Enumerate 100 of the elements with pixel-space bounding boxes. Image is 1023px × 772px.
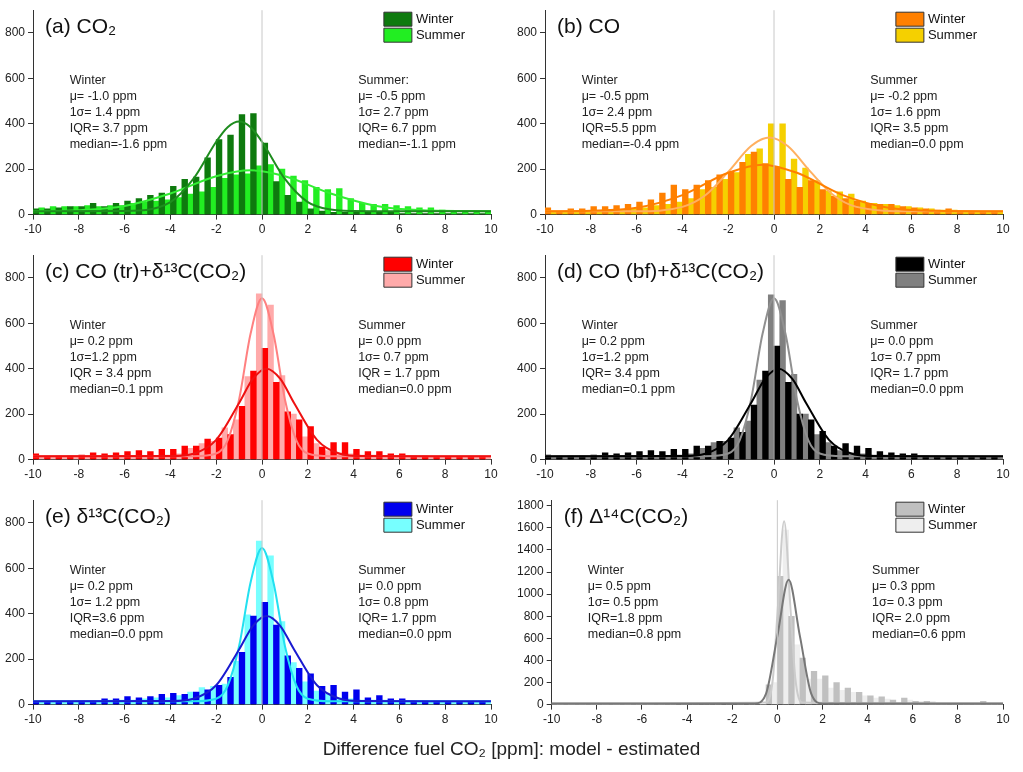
annotation: Winter μ= 0.2 ppm 1σ= 1.2 ppm IQR=3.6 ppm median=0.0 ppm bbox=[69, 561, 164, 642]
x-tick-label: 8 bbox=[441, 467, 449, 482]
x-tick-label: -4 bbox=[677, 467, 689, 482]
y-tick-label: 0 bbox=[18, 451, 26, 466]
x-tick-label: 8 bbox=[441, 712, 449, 727]
annotation: Summer μ= 0.0 ppm 1σ= 0.7 ppm IQR= 1.7 ppm median=0.0 ppm bbox=[870, 316, 964, 397]
annotation: Winter μ= 0.2 ppm 1σ=1.2 ppm IQR = 3.4 ppm median=0.1 ppm bbox=[69, 316, 164, 397]
x-tick-label: 8 bbox=[953, 467, 961, 482]
x-tick-label: 6 bbox=[908, 467, 916, 482]
y-tick-label: 0 bbox=[18, 206, 26, 221]
legend-label: Summer bbox=[415, 271, 466, 287]
y-tick-label: 400 bbox=[523, 652, 545, 667]
y-tick-label: 800 bbox=[516, 270, 538, 285]
y-tick-label: 600 bbox=[4, 315, 26, 330]
annotation: Winter μ= 0.5 ppm 1σ= 0.5 ppm IQR=1.8 ppm median=0.8 ppm bbox=[587, 561, 682, 642]
x-tick-label: -6 bbox=[631, 467, 643, 482]
x-tick-label: 0 bbox=[258, 222, 266, 237]
annotation: Summer μ= -0.2 ppm 1σ= 1.6 ppm IQR= 3.5 ppm median=0.0 ppm bbox=[870, 71, 964, 152]
x-tick-label: -10 bbox=[24, 467, 43, 482]
x-tick-label: -8 bbox=[73, 712, 85, 727]
x-tick-label: 4 bbox=[862, 467, 870, 482]
y-tick-label: 1800 bbox=[516, 498, 545, 513]
annotation: Winter μ= -1.0 ppm 1σ= 1.4 ppm IQR= 3.7 ppm median=-1.6 ppm bbox=[69, 71, 168, 152]
x-tick-label: -2 bbox=[726, 712, 738, 727]
x-tick-label: 4 bbox=[864, 712, 872, 727]
y-tick-label: 800 bbox=[523, 608, 545, 623]
x-tick-label: 10 bbox=[996, 222, 1010, 237]
legend-label: Winter bbox=[415, 255, 455, 271]
y-tick-label: 800 bbox=[4, 25, 26, 40]
y-tick-label: 0 bbox=[530, 206, 538, 221]
legend-label: Summer bbox=[415, 516, 466, 532]
chart-title: (d) CO (bf)+δ¹³C(CO₂) bbox=[557, 259, 765, 284]
x-tick-label: -8 bbox=[73, 467, 85, 482]
y-tick-label: 200 bbox=[4, 651, 26, 666]
x-tick-label: 2 bbox=[304, 712, 312, 727]
x-tick-label: 8 bbox=[954, 712, 962, 727]
annotation: Summer μ= 0.0 ppm 1σ= 0.8 ppm IQR= 1.7 ppm median=0.0 ppm bbox=[358, 561, 452, 642]
y-tick-label: 600 bbox=[4, 560, 26, 575]
y-tick-label: 400 bbox=[516, 116, 538, 131]
x-tick-label: -2 bbox=[722, 467, 734, 482]
x-tick-label: 4 bbox=[862, 222, 870, 237]
x-tick-label: -8 bbox=[73, 222, 85, 237]
annotation: Winter μ= -0.5 ppm 1σ= 2.4 ppm IQR=5.5 ppm median=-0.4 ppm bbox=[581, 71, 680, 152]
x-tick-label: 4 bbox=[350, 222, 358, 237]
y-tick-label: 400 bbox=[4, 361, 26, 376]
legend-label: Summer bbox=[927, 271, 978, 287]
x-tick-label: 10 bbox=[996, 712, 1010, 727]
x-tick-label: 4 bbox=[350, 467, 358, 482]
x-tick-label: -2 bbox=[210, 467, 222, 482]
x-tick-label: 0 bbox=[770, 467, 778, 482]
x-tick-label: 6 bbox=[396, 222, 404, 237]
x-tick-label: -8 bbox=[591, 712, 603, 727]
legend-label: Summer bbox=[927, 516, 978, 532]
x-axis-title: Difference fuel CO₂ [ppm]: model - estimated bbox=[321, 738, 702, 760]
x-tick-label: -8 bbox=[585, 222, 597, 237]
x-tick-label: -6 bbox=[636, 712, 648, 727]
x-tick-label: -6 bbox=[119, 222, 131, 237]
y-tick-label: 0 bbox=[530, 451, 538, 466]
legend-label: Summer bbox=[927, 26, 978, 42]
y-tick-label: 600 bbox=[523, 630, 545, 645]
legend-label: Winter bbox=[415, 500, 455, 516]
y-tick-label: 1600 bbox=[516, 520, 545, 535]
chart-title: (e) δ¹³C(CO₂) bbox=[45, 504, 171, 529]
x-tick-label: -4 bbox=[165, 467, 177, 482]
y-tick-label: 600 bbox=[516, 70, 538, 85]
y-tick-label: 1200 bbox=[516, 564, 545, 579]
y-tick-label: 800 bbox=[4, 270, 26, 285]
y-tick-label: 200 bbox=[516, 406, 538, 421]
x-tick-label: 10 bbox=[484, 222, 498, 237]
x-tick-label: -6 bbox=[119, 467, 131, 482]
x-tick-label: 2 bbox=[304, 222, 312, 237]
x-tick-label: -6 bbox=[119, 712, 131, 727]
y-tick-label: 1400 bbox=[516, 542, 545, 557]
y-tick-label: 800 bbox=[516, 25, 538, 40]
x-tick-label: 10 bbox=[484, 467, 498, 482]
legend-label: Winter bbox=[415, 10, 455, 26]
x-tick-label: -4 bbox=[165, 712, 177, 727]
x-tick-label: -10 bbox=[543, 712, 561, 727]
y-tick-label: 600 bbox=[516, 315, 538, 330]
x-tick-label: 10 bbox=[996, 467, 1010, 482]
y-tick-label: 200 bbox=[523, 674, 545, 689]
y-tick-label: 200 bbox=[516, 161, 538, 176]
y-tick-label: 200 bbox=[4, 406, 26, 421]
y-tick-label: 0 bbox=[537, 696, 545, 711]
x-tick-label: -10 bbox=[536, 467, 555, 482]
annotation: Summer μ= 0.0 ppm 1σ= 0.7 ppm IQR = 1.7 ppm median=0.0 ppm bbox=[358, 316, 452, 397]
legend-label: Winter bbox=[927, 500, 967, 516]
y-tick-label: 400 bbox=[4, 116, 26, 131]
y-tick-label: 800 bbox=[4, 515, 26, 530]
x-tick-label: 4 bbox=[350, 712, 358, 727]
legend-label: Summer bbox=[415, 26, 466, 42]
x-tick-label: 6 bbox=[396, 712, 404, 727]
annotation: Summer μ= 0.3 ppm 1σ= 0.3 ppm IQR= 2.0 ppm median=0.6 ppm bbox=[872, 561, 966, 642]
x-tick-label: -4 bbox=[681, 712, 693, 727]
y-tick-label: 0 bbox=[18, 696, 26, 711]
x-tick-label: -4 bbox=[677, 222, 689, 237]
x-tick-label: 2 bbox=[819, 712, 827, 727]
x-tick-label: 0 bbox=[770, 222, 778, 237]
y-tick-label: 400 bbox=[516, 361, 538, 376]
x-tick-label: -4 bbox=[165, 222, 177, 237]
